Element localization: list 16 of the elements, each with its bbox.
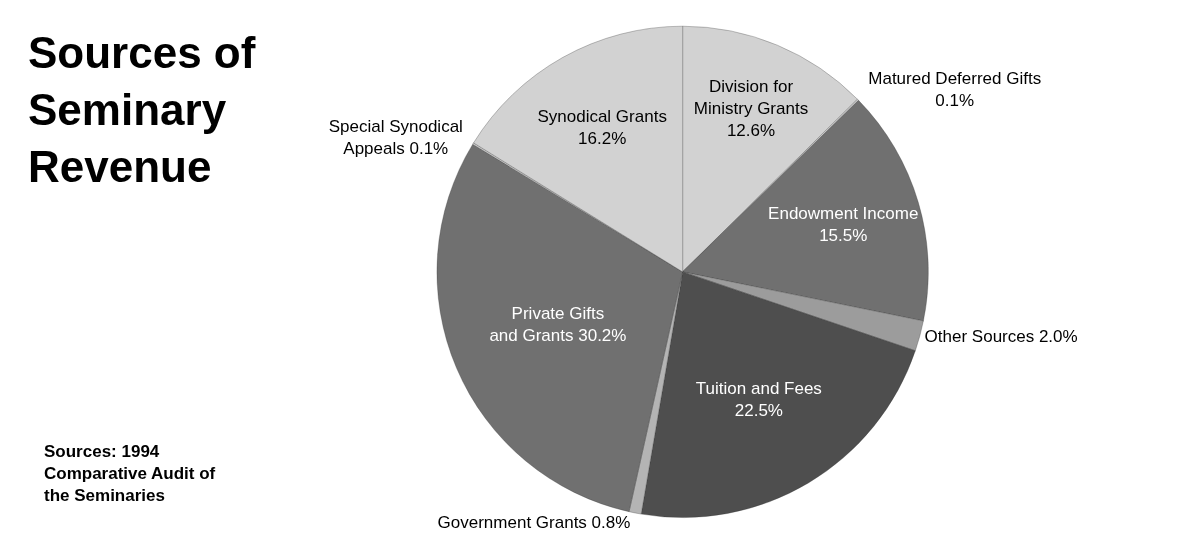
slice-label: Division for Ministry Grants <box>693 76 809 118</box>
slice-label: Matured Deferred Gifts <box>868 69 1042 89</box>
slice-label: Private Gifts and Grants 30.2% <box>489 304 627 346</box>
data-label: 0.1% <box>935 91 975 111</box>
text: Sources of Seminary Revenue <box>28 28 256 192</box>
slice-label: Special Synodical Appeals 0.1% <box>328 117 463 159</box>
data-label: 12.6% <box>726 120 776 140</box>
slice-label: Endowment Income <box>768 204 919 224</box>
slice-label: Government Grants 0.8% <box>437 512 631 532</box>
source-note: Sources: 1994 Comparative Audit of the Seminaries <box>44 442 216 506</box>
slice-label: Other Sources 2.0% <box>924 327 1078 347</box>
data-label: 22.5% <box>734 401 783 421</box>
data-label: 16.2% <box>578 129 627 149</box>
slice-label: Tuition and Fees <box>695 379 822 399</box>
data-label: 15.5% <box>819 226 868 246</box>
slice-label: Synodical Grants <box>537 107 667 127</box>
